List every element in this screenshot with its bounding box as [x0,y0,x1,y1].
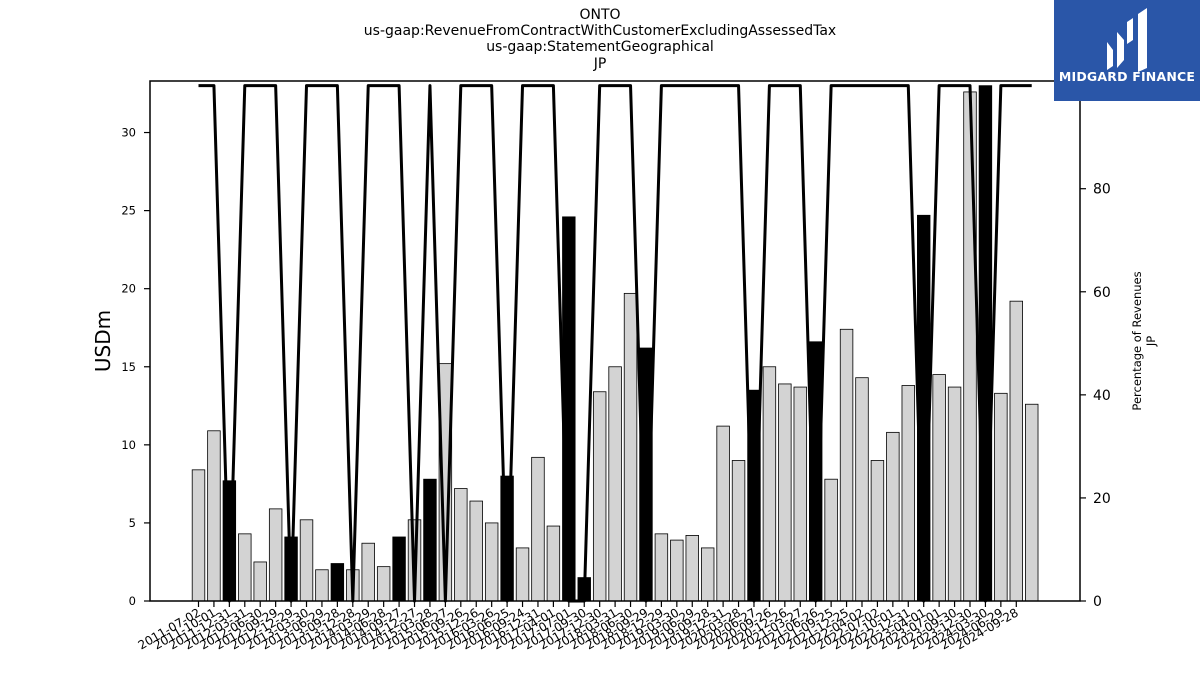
bar [731,460,746,602]
bar [376,566,391,602]
bar [469,500,483,602]
bar [515,547,530,602]
y2-tick-label: 80 [1093,182,1111,198]
bar [947,386,962,602]
bar [546,525,561,602]
bar [716,425,730,602]
y-tick-label: 20 [121,282,136,296]
midgard-logo-icon [1107,8,1147,72]
y-tick-label: 5 [129,516,136,530]
bar [654,533,669,602]
bar-highlight [978,85,993,602]
bar [1009,300,1023,602]
bar [778,383,792,602]
bar [762,366,777,602]
chart-title-line-4: JP [593,56,607,72]
bar [700,547,715,602]
bar [1025,403,1039,602]
y2-axis-label-sub: JP [1144,336,1158,347]
bar [623,292,638,602]
chart-title-line-1: ONTO [579,7,621,23]
y-tick-label: 10 [121,438,136,452]
y2-axis-label: Percentage of Revenues [1130,271,1144,410]
bar [454,488,468,602]
bar [839,328,854,602]
bar [238,533,252,602]
y2-tick-label: 40 [1093,388,1111,404]
chart-title-line-2: us-gaap:RevenueFromContractWithCustomerE… [363,23,837,39]
bar [191,469,206,602]
bar [592,391,607,602]
bar [901,385,915,602]
y-tick-label: 0 [129,594,136,608]
bar-highlight [392,536,406,602]
bar [268,508,283,602]
bar [886,431,900,602]
bar [207,430,221,602]
bar [299,519,314,602]
bar [932,374,946,602]
bar [608,366,622,602]
chart-title-line-3: us-gaap:StatementGeographical [486,39,714,55]
y-tick-label: 30 [121,126,136,140]
bar [870,460,885,602]
bar [315,569,329,602]
midgard-finance-logo: MIDGARD FINANCE [1054,0,1200,101]
bar [793,386,807,602]
logo-text: MIDGARD FINANCE [1058,69,1196,84]
bar [253,561,267,602]
bar [670,539,684,602]
bar [994,392,1008,602]
bar [531,456,545,602]
y2-tick-label: 20 [1093,491,1111,507]
y-tick-label: 25 [121,204,136,218]
percentage-line [198,84,1032,603]
bar [824,478,838,602]
bar [963,91,977,602]
y-tick-label: 15 [121,360,136,374]
bar [361,542,375,602]
bar-highlight [423,478,437,602]
y2-tick-label: 60 [1093,285,1111,301]
y-axis-label: USDm [91,310,115,372]
bar [484,522,499,602]
bar-highlight [330,563,345,602]
bar [855,377,869,602]
y2-tick-label: 0 [1093,594,1102,610]
bar [685,535,699,602]
